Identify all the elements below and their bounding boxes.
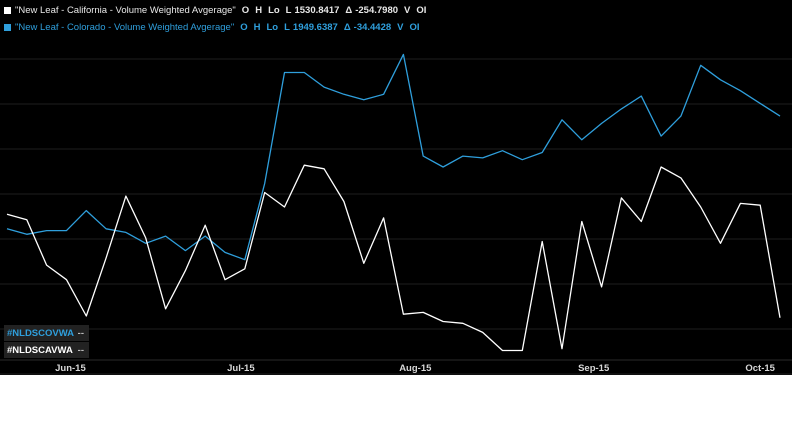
ticker-nldscovwa[interactable]: #NLDSCOVWA -- [4, 325, 89, 341]
legend-high-label: H [255, 4, 263, 16]
ticker-value: -- [77, 327, 84, 339]
x-tick-label: Sep-15 [578, 363, 610, 374]
legend-high-label: H [253, 21, 261, 33]
legend-change-symbol: Δ [343, 21, 351, 33]
x-tick-label: Oct-15 [745, 363, 775, 374]
x-tick-label: Aug-15 [399, 363, 432, 374]
legend-change-symbol: Δ [345, 4, 353, 16]
ticker-symbol: #NLDSCOVWA [7, 327, 75, 339]
legend-row-california: "New Leaf - California - Volume Weighted… [4, 3, 432, 17]
series-line-colorado[interactable] [6, 53, 781, 261]
x-tick-label: Jul-15 [227, 363, 255, 374]
legend-row-colorado: "New Leaf - Colorado - Volume Weighted A… [4, 20, 426, 34]
legend-last-value: 1949.6387 [292, 21, 338, 33]
legend-low-label: Lo [268, 4, 280, 16]
legend-change-value: -34.4428 [353, 21, 392, 33]
legend-series-name: "New Leaf - California - Volume Weighted… [15, 4, 236, 16]
legend-last-label: L [284, 21, 290, 33]
series-line-california[interactable] [6, 164, 781, 352]
legend-low-label: Lo [266, 21, 279, 33]
chart-panel: Jun-15Jul-15Aug-15Sep-15Oct-15Nov-15Dec-… [0, 0, 792, 375]
ticker-value: -- [77, 344, 84, 356]
legend-volume-label: V [404, 4, 411, 16]
legend-swatch-california [4, 6, 11, 14]
legend-last-value: 1530.8417 [294, 4, 340, 16]
ticker-nldscavwa[interactable]: #NLDSCAVWA -- [4, 342, 89, 358]
legend-oi-label: OI [416, 4, 427, 16]
legend-series-name: "New Leaf - Colorado - Volume Weighted A… [15, 21, 235, 33]
legend-open-label: O [241, 4, 250, 16]
legend-swatch-colorado [4, 23, 11, 31]
line-chart[interactable]: Jun-15Jul-15Aug-15Sep-15Oct-15Nov-15Dec-… [0, 0, 792, 375]
legend-oi-label: OI [409, 21, 420, 33]
legend-last-label: L [285, 4, 292, 16]
legend-open-label: O [240, 21, 248, 33]
legend-change-value: -254.7980 [355, 4, 399, 16]
legend-volume-label: V [397, 21, 404, 33]
ticker-symbol: #NLDSCAVWA [7, 344, 73, 356]
x-tick-label: Jun-15 [55, 363, 86, 374]
